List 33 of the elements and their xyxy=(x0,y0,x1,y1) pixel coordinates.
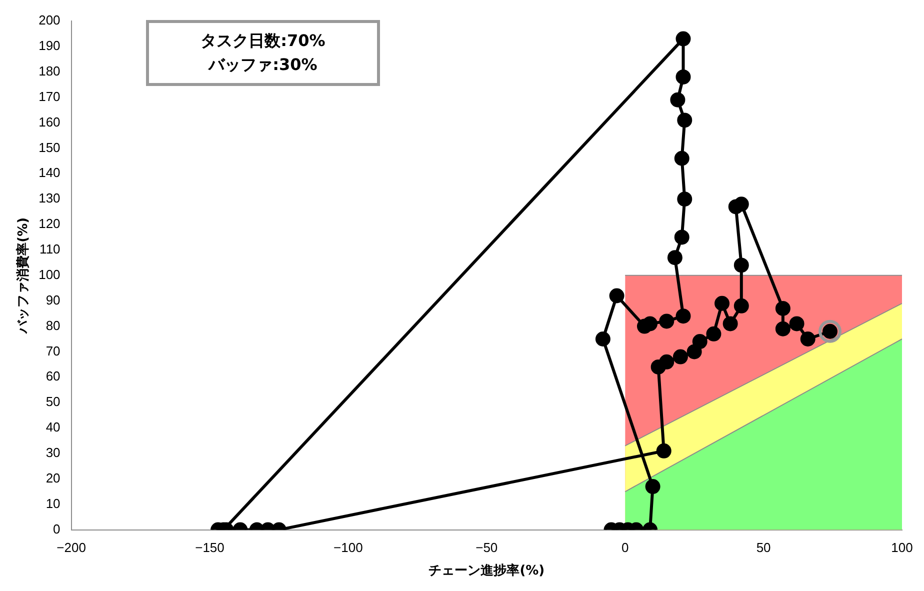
x-tick-label: −50 xyxy=(476,540,498,556)
y-tick-label: 110 xyxy=(40,242,60,257)
x-tick-label: 100 xyxy=(891,540,913,556)
x-tick-label: 50 xyxy=(756,540,771,556)
y-tick-label: 30 xyxy=(46,445,60,460)
y-tick-label: 20 xyxy=(46,470,60,486)
y-tick-label: 140 xyxy=(38,165,60,180)
x-axis-title: チェーン進捗率(%) xyxy=(428,562,545,579)
annotation: タスク日数:70% xyxy=(200,30,326,52)
y-tick-label: 180 xyxy=(38,63,60,78)
y-tick-label: 100 xyxy=(38,266,60,282)
y-tick-label: 170 xyxy=(38,88,60,104)
y-tick-label: 50 xyxy=(46,394,60,410)
x-tick-label: −100 xyxy=(334,540,363,556)
x-tick-label: −200 xyxy=(56,540,86,556)
y-tick-label: 190 xyxy=(38,38,60,54)
y-tick-label: 60 xyxy=(46,368,60,384)
y-tick-label: 150 xyxy=(38,140,60,155)
y-tick-label: 10 xyxy=(46,496,60,511)
y-tick-label: 200 xyxy=(38,12,60,28)
y-tick-label: 130 xyxy=(38,190,60,206)
note-box: タスク日数:70% バッファ:30% xyxy=(146,20,380,86)
y-tick-label: 70 xyxy=(46,343,60,358)
y-tick-label: 0 xyxy=(53,521,60,536)
y-tick-label: 40 xyxy=(46,420,60,435)
y-tick-label: 160 xyxy=(38,114,60,130)
y-tick-label: 80 xyxy=(46,318,60,333)
x-tick-label: −150 xyxy=(195,540,224,556)
y-tick-label: 120 xyxy=(38,216,60,232)
y-axis-title: バッファ消費率(%) xyxy=(15,217,32,334)
x-tick-label: 0 xyxy=(621,540,629,556)
annotation: バッファ:30% xyxy=(207,54,318,76)
y-tick-label: 90 xyxy=(46,292,60,308)
